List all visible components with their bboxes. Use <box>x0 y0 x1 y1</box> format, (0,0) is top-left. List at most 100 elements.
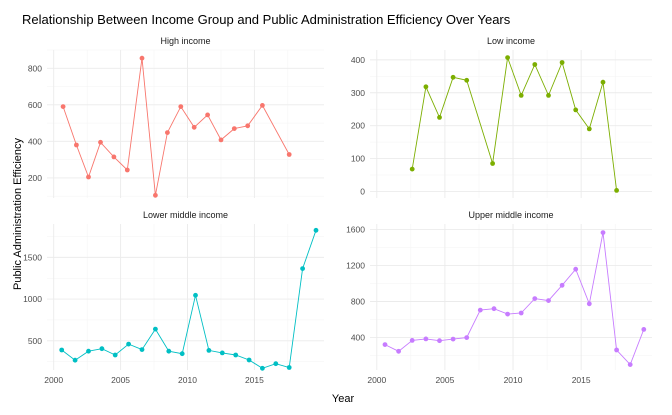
data-point <box>641 327 647 332</box>
data-point <box>219 350 225 356</box>
facet-strip-label: Low income <box>487 36 535 46</box>
y-tick-label: 1200 <box>346 260 365 270</box>
data-point <box>586 301 592 307</box>
panel-lower-middle-income: Lower middle income 500 1000 1500 2000 2005 20… <box>23 210 324 385</box>
data-point <box>477 307 483 313</box>
data-point <box>505 311 510 317</box>
y-tick-label: 1600 <box>346 224 365 234</box>
y-tick-label: 200 <box>351 121 365 131</box>
data-point <box>518 93 524 98</box>
data-point <box>559 60 565 65</box>
data-point <box>233 352 239 358</box>
y-tick-label: 600 <box>28 100 42 110</box>
facet-strip-label: High income <box>160 36 210 46</box>
data-point <box>166 348 172 354</box>
x-tick-label: 2015 <box>572 375 591 385</box>
data-point <box>300 266 305 271</box>
panel-high-income: High income 200 400 600 800 <box>28 36 324 198</box>
data-point <box>124 167 130 173</box>
data-point <box>193 292 198 298</box>
data-point <box>450 74 456 80</box>
data-point <box>286 152 292 157</box>
x-tick-label: 2010 <box>504 375 523 385</box>
data-point <box>153 326 158 332</box>
data-point <box>74 142 79 148</box>
data-point <box>179 351 185 357</box>
data-point <box>437 115 442 120</box>
data-point <box>450 336 456 342</box>
data-point <box>396 348 401 354</box>
data-point <box>586 126 592 132</box>
data-point <box>60 104 66 109</box>
data-point <box>409 166 415 172</box>
y-tick-label: 0 <box>360 186 365 196</box>
y-tick-label: 200 <box>28 173 42 183</box>
y-tick-label: 100 <box>351 154 365 164</box>
data-point <box>491 306 497 312</box>
data-point <box>245 123 251 129</box>
data-point <box>437 338 442 344</box>
data-point <box>86 348 91 354</box>
data-point <box>490 161 495 166</box>
data-point <box>532 296 538 301</box>
data-point <box>218 137 224 143</box>
data-point <box>423 336 429 342</box>
data-point <box>518 310 524 316</box>
data-point <box>409 338 415 343</box>
x-tick-label: 2000 <box>367 375 386 385</box>
data-point <box>546 298 551 303</box>
data-point <box>627 362 633 367</box>
data-point <box>99 346 105 352</box>
data-point <box>112 352 118 358</box>
data-point <box>464 77 470 83</box>
data-point <box>260 365 265 371</box>
data-point <box>165 130 170 136</box>
data-point <box>246 357 252 363</box>
data-point <box>464 335 470 340</box>
y-tick-label: 400 <box>28 136 42 146</box>
data-point <box>231 126 237 131</box>
y-tick-label: 500 <box>28 336 42 346</box>
data-point <box>423 84 429 90</box>
data-point <box>600 230 606 236</box>
y-axis-title: Public Administration Efficiency <box>12 137 24 290</box>
y-tick-label: 400 <box>351 333 365 343</box>
data-point <box>191 124 197 130</box>
x-tick-label: 2000 <box>44 375 63 385</box>
data-point <box>573 266 579 272</box>
x-tick-label: 2005 <box>111 375 130 385</box>
data-point <box>153 192 158 198</box>
data-point <box>573 107 579 113</box>
data-point <box>178 104 184 109</box>
data-point <box>382 342 388 347</box>
series-line <box>384 232 645 366</box>
y-tick-label: 1000 <box>23 294 42 304</box>
data-point <box>273 361 279 367</box>
data-point <box>139 347 145 352</box>
data-point <box>139 55 145 61</box>
y-tick-label: 800 <box>351 297 365 307</box>
facet-strip-label: Lower middle income <box>143 210 228 220</box>
panel-upper-middle-income: Upper middle income 400 800 1200 1600 2000 200… <box>346 210 652 385</box>
x-tick-label: 2015 <box>245 375 264 385</box>
x-tick-label: 2005 <box>435 375 454 385</box>
series-line <box>62 58 290 196</box>
data-point <box>126 341 131 347</box>
data-point <box>286 365 292 370</box>
data-point <box>313 227 319 233</box>
y-tick-label: 400 <box>351 55 365 65</box>
data-point <box>206 348 212 353</box>
data-point <box>72 357 78 363</box>
data-point <box>86 174 91 180</box>
x-tick-label: 2010 <box>178 375 197 385</box>
facet-panels: High income 200 400 600 800 Low income 0 100 200… <box>23 36 652 385</box>
data-point <box>260 103 265 108</box>
data-point <box>559 282 565 288</box>
data-point <box>532 62 538 67</box>
data-point <box>614 347 619 353</box>
data-point <box>546 93 551 98</box>
chart-title: Relationship Between Income Group and Pu… <box>22 12 511 27</box>
y-tick-label: 300 <box>351 88 365 98</box>
